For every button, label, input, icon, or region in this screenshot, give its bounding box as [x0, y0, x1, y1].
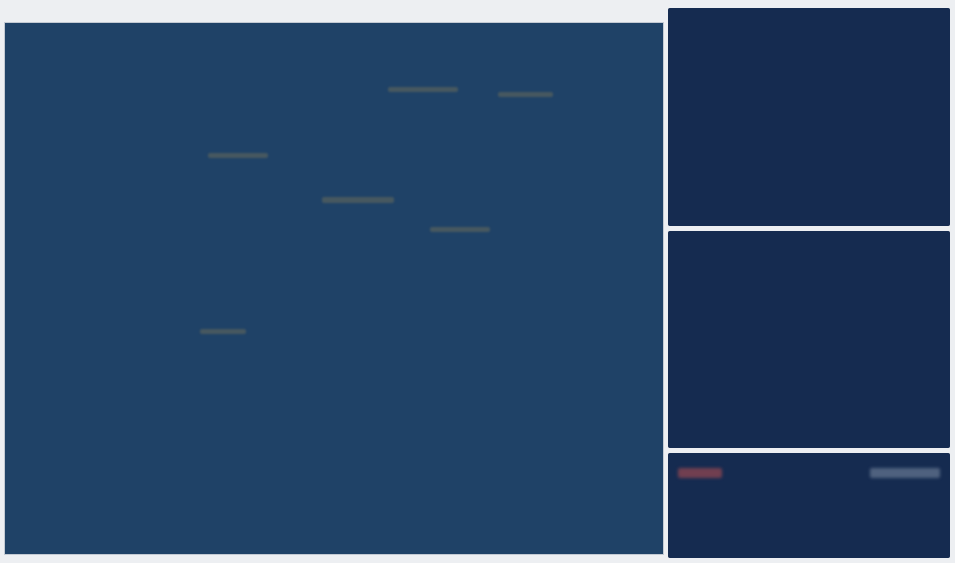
blur-artifact — [498, 92, 553, 97]
charts-panel — [668, 8, 950, 558]
chart-card-cull-sales — [668, 231, 950, 448]
blur-artifact — [388, 87, 458, 92]
chart-card-meat-sales — [668, 8, 950, 226]
blur-artifact — [208, 153, 268, 158]
chart-card-mortality — [668, 453, 950, 558]
blur-artifact — [430, 227, 490, 232]
redacted-left-axis-label — [678, 468, 722, 478]
blur-artifact — [200, 329, 246, 334]
report-table-wrap — [4, 22, 664, 555]
redacted-right-axis-label — [870, 468, 940, 478]
blur-artifact — [322, 197, 394, 203]
